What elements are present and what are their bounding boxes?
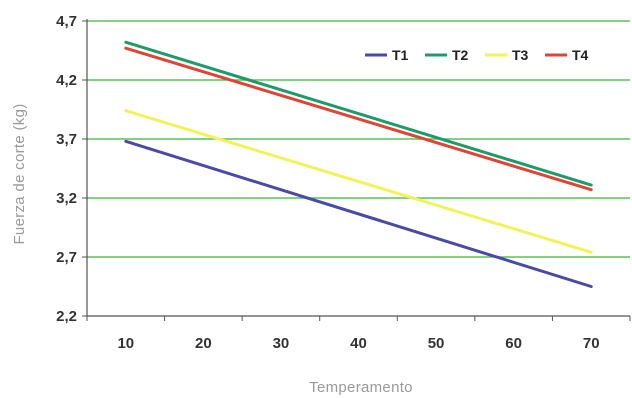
x-tick-label: 70	[583, 335, 600, 352]
x-tick-label: 10	[117, 335, 134, 352]
x-tick-label: 50	[428, 335, 445, 352]
legend: T1 T2 T3 T4	[365, 47, 589, 63]
x-tick-label: 30	[273, 335, 290, 352]
series-line-t4	[124, 46, 593, 192]
y-tick-label: 3,2	[56, 190, 77, 207]
y-tick-label: 4,7	[56, 13, 77, 30]
legend-label-t3: T3	[512, 47, 529, 63]
series-layer	[124, 40, 593, 288]
y-tick-label: 2,2	[56, 308, 77, 325]
y-axis-title: Fuerza de corte (kg)	[11, 103, 28, 244]
x-axis-title: Temperamento	[309, 379, 413, 396]
series-line-t3	[124, 109, 593, 254]
x-tick-label: 60	[505, 335, 522, 352]
y-tick-label: 4,2	[56, 72, 77, 89]
x-tick-label: 40	[350, 335, 367, 352]
grid-layer	[87, 20, 630, 258]
series-line-t2	[124, 40, 593, 187]
x-tick-label: 20	[195, 335, 212, 352]
y-tick-label: 2,7	[56, 249, 77, 266]
legend-label-t1: T1	[392, 47, 409, 63]
y-tick-label: 3,7	[56, 131, 77, 148]
legend-label-t2: T2	[452, 47, 469, 63]
series-line-t1	[124, 139, 593, 288]
legend-label-t4: T4	[572, 47, 589, 63]
axis-layer: 2,2 2,7 3,2 3,7 4,2 4,7 10 20 30 40 50 60 70	[56, 13, 631, 352]
